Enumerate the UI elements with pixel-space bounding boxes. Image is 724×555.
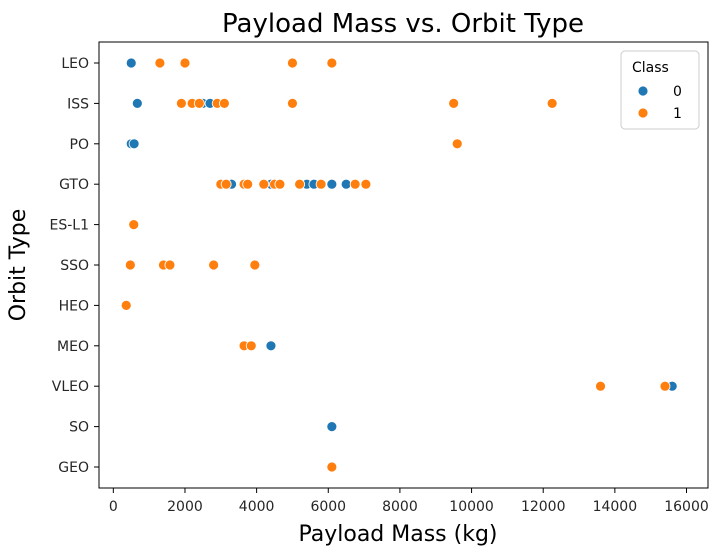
data-point-class-0 bbox=[265, 340, 277, 352]
plot-area-frame bbox=[98, 41, 709, 489]
legend-marker-class-1 bbox=[637, 107, 649, 119]
y-tick-label: LEO bbox=[61, 56, 89, 72]
y-tick-label: GEO bbox=[58, 460, 89, 476]
chart-title: Payload Mass vs. Orbit Type bbox=[222, 9, 584, 39]
x-tick-label: 2000 bbox=[167, 499, 203, 515]
data-point-class-1 bbox=[287, 57, 298, 69]
data-point-class-1 bbox=[242, 178, 254, 190]
x-tick-label: 6000 bbox=[310, 499, 346, 515]
data-point-class-1 bbox=[128, 219, 140, 231]
data-point-class-1 bbox=[164, 259, 176, 271]
y-tick-label: ES-L1 bbox=[50, 218, 90, 234]
data-point-class-1 bbox=[349, 178, 361, 190]
y-tick-label: MEO bbox=[57, 339, 89, 355]
data-point-class-1 bbox=[595, 380, 606, 392]
x-tick-label: 14000 bbox=[593, 499, 638, 515]
data-point-class-1 bbox=[208, 259, 220, 271]
data-point-class-1 bbox=[258, 178, 270, 190]
data-point-class-1 bbox=[294, 178, 306, 190]
y-tick-label: ISS bbox=[67, 96, 89, 112]
legend: Class 0 1 bbox=[620, 50, 700, 130]
data-point-class-1 bbox=[326, 461, 338, 473]
data-point-class-1 bbox=[451, 138, 463, 150]
data-point-class-1 bbox=[218, 98, 230, 109]
data-point-class-1 bbox=[245, 340, 257, 352]
data-point-class-1 bbox=[154, 57, 166, 69]
y-tick-label: HEO bbox=[59, 298, 89, 314]
data-point-class-1 bbox=[326, 57, 338, 69]
y-tick-label: PO bbox=[70, 137, 89, 153]
data-point-class-1 bbox=[287, 98, 298, 109]
data-points bbox=[120, 57, 678, 473]
data-point-class-0 bbox=[340, 178, 352, 190]
y-tick-label: SO bbox=[69, 420, 89, 436]
x-axis-label: Payload Mass (kg) bbox=[298, 522, 497, 547]
y-axis-ticks: LEO ISS PO GTO ES-L1 SSO HEO MEO VLEO SO GEO bbox=[50, 56, 99, 476]
x-tick-label: 12000 bbox=[521, 499, 566, 515]
y-tick-label: SSO bbox=[60, 258, 89, 274]
data-point-class-1 bbox=[360, 178, 372, 190]
data-point-class-1 bbox=[315, 178, 327, 190]
data-point-class-0 bbox=[128, 138, 140, 150]
data-point-class-1 bbox=[193, 98, 205, 109]
x-tick-label: 4000 bbox=[239, 499, 275, 515]
x-axis-ticks: 0 2000 4000 6000 8000 10000 12000 14000 16000 bbox=[109, 488, 709, 515]
data-point-class-1 bbox=[124, 259, 136, 271]
data-point-class-1 bbox=[448, 98, 460, 109]
data-point-class-0 bbox=[326, 178, 338, 190]
data-point-class-1 bbox=[120, 299, 132, 311]
x-tick-label: 0 bbox=[109, 499, 118, 515]
x-tick-label: 8000 bbox=[382, 499, 418, 515]
x-tick-label: 10000 bbox=[449, 499, 494, 515]
data-point-class-1 bbox=[659, 380, 671, 392]
y-tick-label: VLEO bbox=[52, 379, 89, 395]
legend-label-class-1: 1 bbox=[673, 106, 682, 122]
data-point-class-1 bbox=[220, 178, 232, 190]
data-point-class-1 bbox=[179, 57, 191, 69]
data-point-class-1 bbox=[175, 98, 187, 109]
data-point-class-1 bbox=[274, 178, 286, 190]
data-point-class-0 bbox=[326, 421, 338, 433]
legend-title: Class bbox=[632, 60, 669, 76]
data-point-class-0 bbox=[131, 98, 143, 109]
legend-label-class-0: 0 bbox=[673, 84, 682, 100]
y-axis-label: Orbit Type bbox=[6, 209, 31, 322]
legend-marker-class-0 bbox=[637, 85, 649, 97]
y-tick-label: GTO bbox=[59, 177, 89, 193]
x-tick-label: 16000 bbox=[664, 499, 709, 515]
data-point-class-0 bbox=[125, 57, 137, 69]
data-point-class-1 bbox=[249, 259, 261, 271]
data-point-class-1 bbox=[546, 98, 558, 109]
